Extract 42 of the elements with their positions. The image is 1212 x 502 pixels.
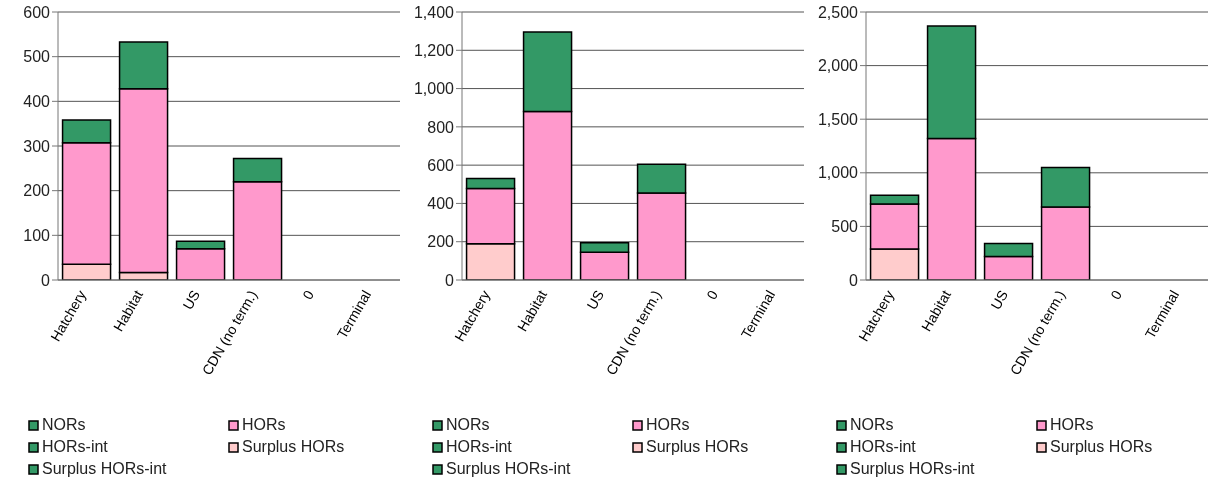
y-tick-label: 200 [23, 182, 51, 200]
x-tick-label: US [583, 287, 608, 313]
y-tick-label: 400 [427, 195, 455, 213]
y-tick-label: 100 [23, 227, 51, 245]
x-tick-label: US [179, 287, 204, 313]
legend-label: HORs-int [850, 438, 916, 456]
legend-label: Surplus HORs [242, 438, 345, 456]
legend-label: HORs-int [446, 438, 512, 456]
legend-label: HORs [1050, 416, 1094, 434]
y-tick-label: 1,200 [413, 41, 455, 59]
x-tick-label: 0 [1107, 287, 1126, 303]
legend-label: NORs [42, 416, 86, 434]
legend-label: HORs-int [42, 438, 108, 456]
y-tick-label: 1,400 [413, 3, 455, 21]
legend-label: NORs [446, 416, 490, 434]
legend-label: Surplus HORs [646, 438, 749, 456]
y-tick-label: 800 [427, 118, 455, 136]
x-tick-label: US [987, 287, 1012, 313]
y-tick-label: 1,000 [817, 164, 859, 182]
y-tick-label: 500 [831, 218, 859, 236]
x-tick-label: 0 [299, 287, 318, 303]
y-tick-label: 500 [23, 48, 51, 66]
y-tick-label: 600 [427, 156, 455, 174]
y-tick-label: 200 [427, 233, 455, 251]
y-tick-label: 0 [41, 271, 51, 289]
legend-label: Surplus HORs [1050, 438, 1153, 456]
y-tick-label: 2,500 [817, 3, 859, 21]
y-tick-label: 1,000 [413, 80, 455, 98]
legend-label: NORs [850, 416, 894, 434]
legend-label: HORs [646, 416, 690, 434]
y-tick-label: 0 [445, 271, 455, 289]
y-tick-label: 600 [23, 3, 51, 21]
y-tick-label: 1,500 [817, 110, 859, 128]
y-tick-label: 2,000 [817, 57, 859, 75]
legend-label: HORs [242, 416, 286, 434]
legend-label: Surplus HORs-int [42, 460, 167, 478]
y-tick-label: 300 [23, 137, 51, 155]
legend-label: Surplus HORs-int [850, 460, 975, 478]
x-tick-label: 0 [703, 287, 722, 303]
y-tick-label: 0 [849, 271, 859, 289]
y-tick-label: 400 [23, 93, 51, 111]
legend-label: Surplus HORs-int [446, 460, 571, 478]
